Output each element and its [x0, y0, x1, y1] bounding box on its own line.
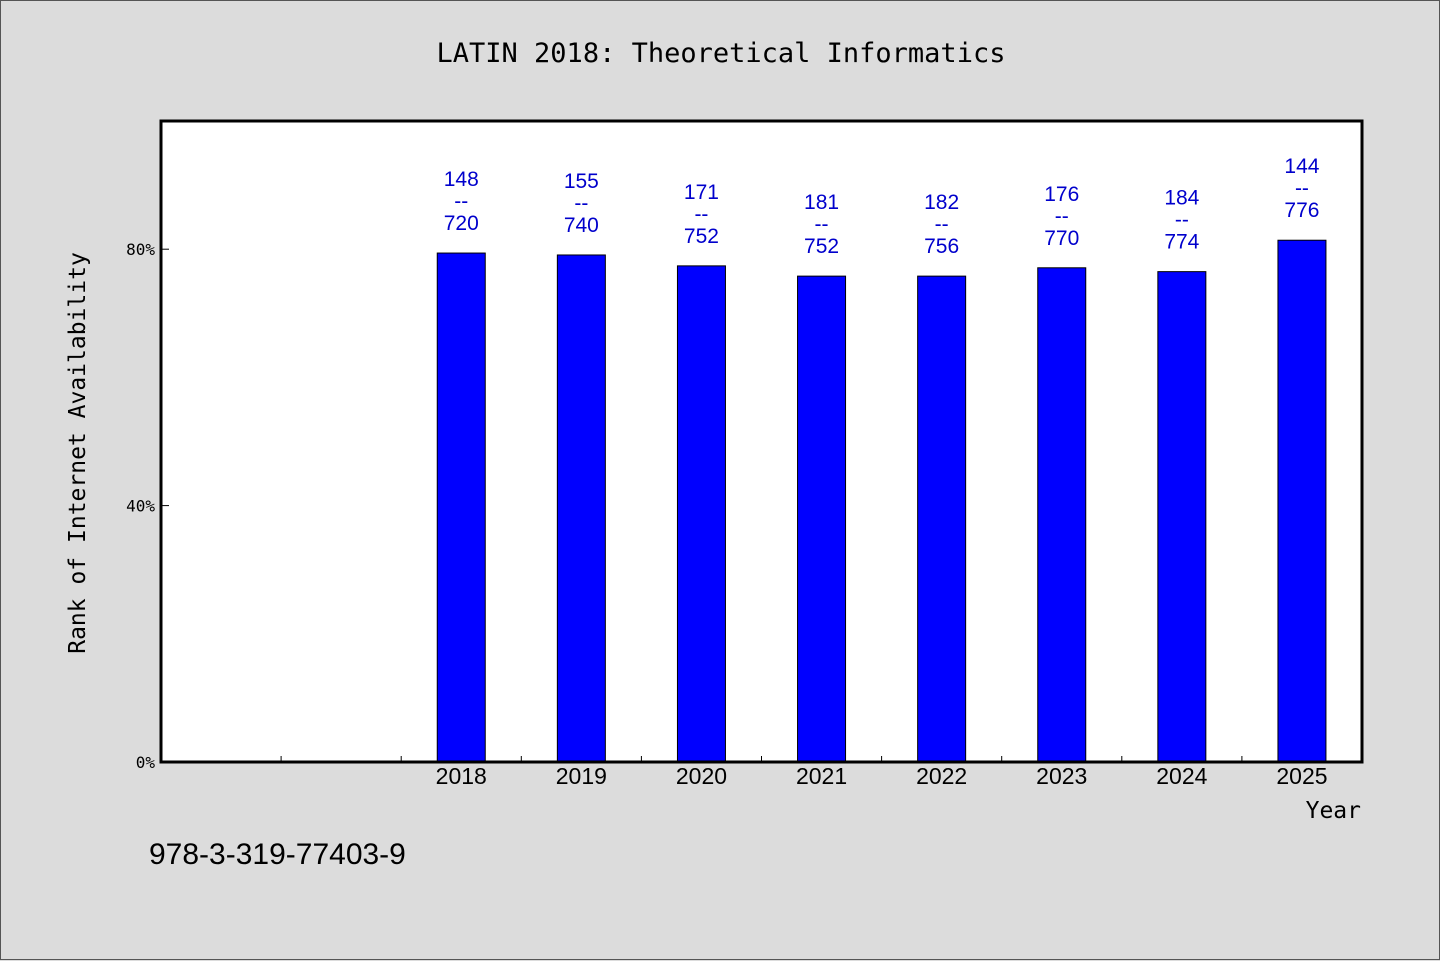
- data-label-separator-2025: --: [1295, 177, 1309, 200]
- data-label-bottom-2023: 770: [1044, 227, 1079, 250]
- data-label-bottom-2022: 756: [924, 235, 959, 258]
- x-tick-label-2018: 2018: [436, 763, 487, 789]
- bar-2018: [436, 252, 486, 763]
- data-labels-group: 148--720155--740171--752181--752182--756…: [444, 155, 1320, 258]
- data-label-top-2018: 148: [444, 168, 479, 191]
- data-label-bottom-2018: 720: [444, 212, 479, 235]
- x-tick-label-2022: 2022: [916, 763, 967, 789]
- data-label-top-2020: 171: [684, 181, 719, 204]
- data-label-separator-2024: --: [1175, 209, 1189, 232]
- data-label-bottom-2019: 740: [564, 214, 599, 237]
- x-axis-label: Year: [1306, 798, 1361, 824]
- bar-2022: [917, 275, 967, 763]
- chart-title: LATIN 2018: Theoretical Informatics: [437, 38, 1006, 69]
- data-label-top-2025: 144: [1284, 155, 1319, 178]
- x-axis: 2018 2019 2020 2021 2022 2023 2024 2025: [280, 756, 1328, 789]
- data-label-top-2022: 182: [924, 191, 959, 214]
- bar-2020: [676, 265, 726, 763]
- bar-2019: [556, 254, 606, 763]
- y-tick-label: 40%: [126, 497, 155, 516]
- bars-group: [436, 239, 1327, 763]
- data-label-separator-2018: --: [454, 190, 468, 213]
- y-axis-label: Rank of Internet Availability: [65, 252, 91, 654]
- y-tick-label: 80%: [126, 240, 155, 259]
- bar-2024: [1157, 271, 1207, 763]
- data-label-top-2021: 181: [804, 191, 839, 214]
- x-tick-label-2023: 2023: [1036, 763, 1087, 789]
- y-tick-label: 0%: [136, 753, 156, 772]
- data-label-separator-2020: --: [694, 203, 708, 226]
- y-axis: 0% 40% 80%: [126, 240, 169, 772]
- bar-2025: [1277, 239, 1327, 763]
- data-label-separator-2022: --: [935, 213, 949, 236]
- x-tick-label-2024: 2024: [1156, 763, 1207, 789]
- x-tick-label-2025: 2025: [1276, 763, 1327, 789]
- data-label-separator-2021: --: [815, 213, 829, 236]
- data-label-bottom-2024: 774: [1164, 231, 1199, 254]
- bar-2021: [797, 275, 847, 763]
- x-tick-label-2021: 2021: [796, 763, 847, 789]
- data-label-separator-2023: --: [1055, 205, 1069, 228]
- data-label-bottom-2021: 752: [804, 235, 839, 258]
- data-label-top-2019: 155: [564, 170, 599, 193]
- data-label-bottom-2025: 776: [1284, 199, 1319, 222]
- isbn-label: 978-3-319-77403-9: [149, 838, 406, 871]
- data-label-bottom-2020: 752: [684, 225, 719, 248]
- bar-2023: [1037, 267, 1087, 763]
- x-tick-label-2020: 2020: [676, 763, 727, 789]
- x-tick-label-2019: 2019: [556, 763, 607, 789]
- data-label-top-2024: 184: [1164, 187, 1199, 210]
- data-label-separator-2019: --: [574, 192, 588, 215]
- data-label-top-2023: 176: [1044, 183, 1079, 206]
